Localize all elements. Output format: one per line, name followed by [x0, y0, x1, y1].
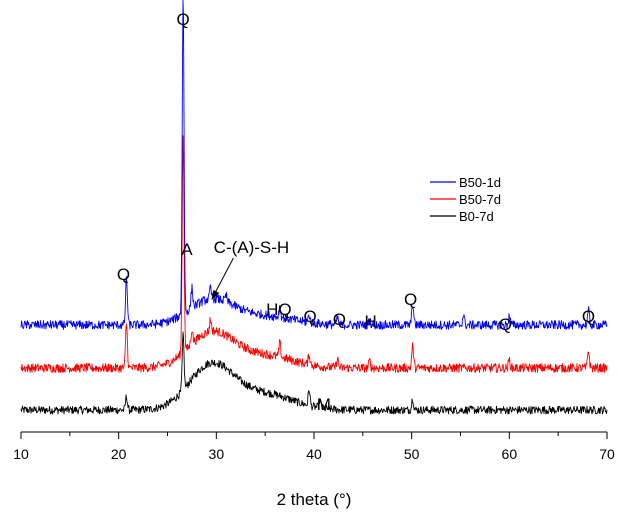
legend: B50-1d B50-7d B0-7d — [430, 175, 501, 224]
peak-label: A — [181, 240, 193, 259]
peak-label: HQ — [266, 300, 292, 319]
x-tick-label: 60 — [502, 446, 518, 462]
peak-label: Q — [499, 315, 512, 334]
peak-label: Q — [333, 310, 346, 329]
x-tick-label: 70 — [599, 446, 615, 462]
peak-label: M — [317, 395, 331, 414]
peak-label: H — [365, 312, 377, 331]
annotation-arrow-head — [211, 290, 220, 300]
series-line-b50-7d — [20, 135, 608, 373]
legend-label: B50-7d — [459, 192, 501, 207]
x-tick-label: 30 — [209, 446, 225, 462]
peak-label: C-(A)-S-H — [214, 238, 290, 257]
legend-label: B0-7d — [459, 209, 494, 224]
series-layer — [20, 0, 608, 415]
legend-label: B50-1d — [459, 175, 501, 190]
annotation-arrow-line — [214, 257, 234, 295]
x-axis-title: 2 theta (°) — [277, 490, 352, 509]
x-tick-label: 20 — [111, 446, 127, 462]
peak-label: Q — [303, 307, 316, 326]
x-tick-label: 10 — [13, 446, 29, 462]
series-line-b0-7d — [20, 331, 608, 415]
x-tick-label: 40 — [306, 446, 322, 462]
peak-label: Q — [117, 265, 130, 284]
peak-label: Q — [177, 10, 190, 29]
peak-label: Q — [582, 307, 595, 326]
series-line-b50-1d — [20, 0, 608, 330]
x-tick-label: 50 — [404, 446, 420, 462]
x-axis-ticks: 10 20 30 40 50 60 70 — [13, 432, 615, 462]
peak-label: Q — [404, 290, 417, 309]
